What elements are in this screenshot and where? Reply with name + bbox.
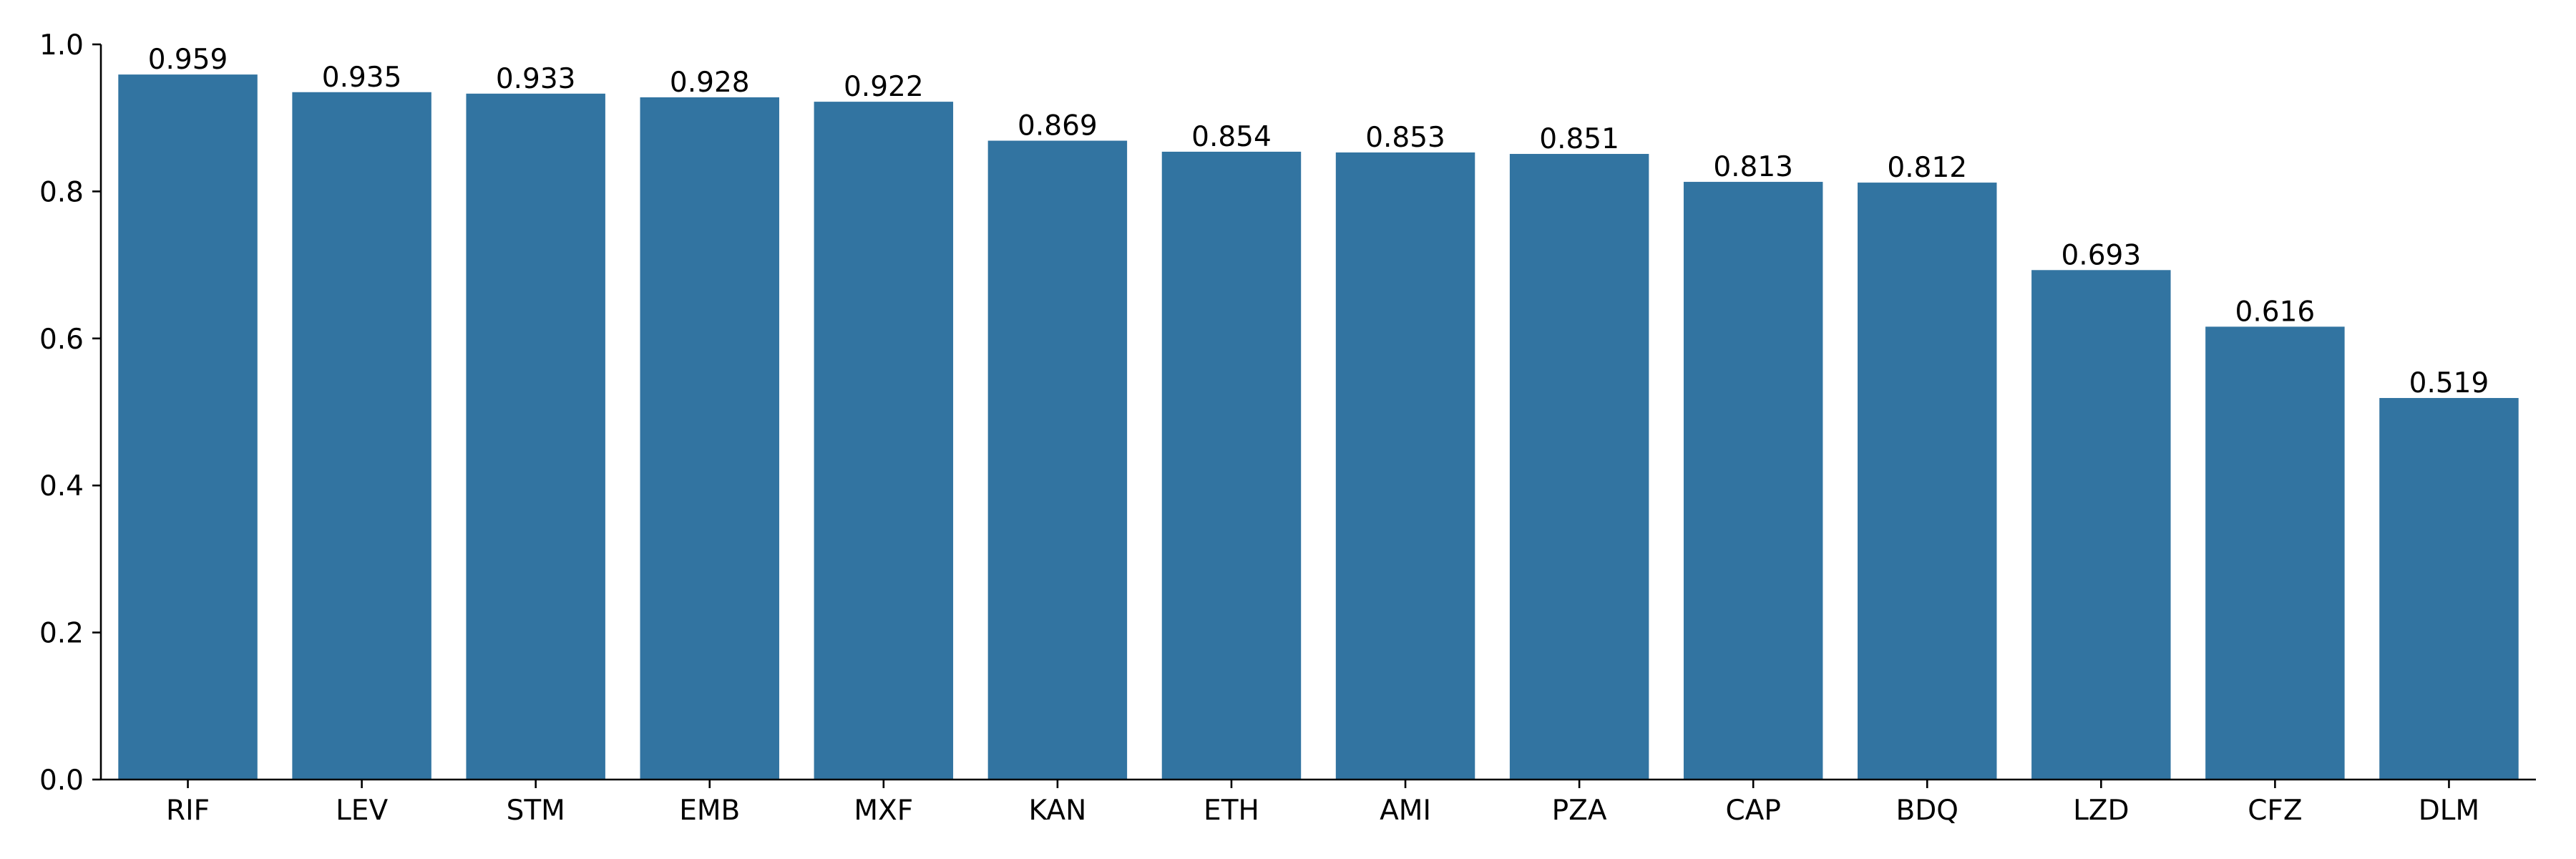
x-tick-label-stm: STM xyxy=(507,795,565,827)
bar-pza xyxy=(1509,154,1649,780)
data-label-dlm: 0.519 xyxy=(2409,367,2489,399)
axes-layer: RIF LEV STM EMB MXF KAN ETH AMI PZA CAP BDQ LZD CFZ D… xyxy=(39,29,2536,827)
data-label-ami: 0.853 xyxy=(1365,122,1445,154)
bar-stm xyxy=(466,93,605,780)
y-tick-label-4: 0.8 xyxy=(39,176,84,208)
data-label-cfz: 0.616 xyxy=(2235,296,2316,328)
x-tick-label-eth: ETH xyxy=(1204,795,1259,827)
x-tick-label-mxf: MXF xyxy=(854,795,913,827)
data-label-kan: 0.869 xyxy=(1018,110,1098,142)
x-tick-label-bdq: BDQ xyxy=(1896,795,1958,827)
y-tick-label-5: 1.0 xyxy=(39,29,84,62)
bar-emb xyxy=(640,97,779,780)
data-label-lzd: 0.693 xyxy=(2061,239,2141,271)
bar-mxf xyxy=(814,102,954,780)
x-tick-label-emb: EMB xyxy=(679,795,740,827)
data-label-eth: 0.854 xyxy=(1191,121,1272,153)
y-tick-label-0: 0.0 xyxy=(39,765,84,797)
y-tick-label-2: 0.4 xyxy=(39,470,84,503)
x-tick-label-rif: RIF xyxy=(166,795,210,827)
bar-cap xyxy=(1683,182,1823,780)
bar-rif xyxy=(118,74,258,780)
x-tick-label-kan: KAN xyxy=(1029,795,1087,827)
data-label-pza: 0.851 xyxy=(1539,123,1619,155)
data-label-mxf: 0.922 xyxy=(844,71,924,103)
data-label-emb: 0.928 xyxy=(670,67,750,99)
x-tick-label-ami: AMI xyxy=(1380,795,1431,827)
data-labels-layer: 0.959 0.935 0.933 0.928 0.922 0.869 0.854 0.853… xyxy=(148,44,2489,399)
bar-kan xyxy=(987,140,1128,780)
bar-lzd xyxy=(2031,270,2171,780)
x-tick-label-lzd: LZD xyxy=(2073,795,2129,827)
x-tick-label-pza: PZA xyxy=(1552,795,1607,827)
x-tick-label-dlm: DLM xyxy=(2419,795,2479,827)
data-label-cap: 0.813 xyxy=(1713,151,1793,183)
bar-bdq xyxy=(1858,183,1997,780)
bars-layer xyxy=(118,74,2519,780)
data-label-lev: 0.935 xyxy=(322,62,402,94)
bar-eth xyxy=(1161,151,1302,780)
x-tick-label-cfz: CFZ xyxy=(2248,795,2302,827)
data-label-bdq: 0.812 xyxy=(1887,152,1967,184)
y-tick-label-1: 0.2 xyxy=(39,618,84,650)
data-label-rif: 0.959 xyxy=(148,44,228,76)
data-label-stm: 0.933 xyxy=(496,63,576,95)
bar-cfz xyxy=(2205,326,2345,780)
x-tick-label-lev: LEV xyxy=(336,795,388,827)
bar-dlm xyxy=(2379,397,2519,780)
x-tick-label-cap: CAP xyxy=(1725,795,1780,827)
y-tick-label-3: 0.6 xyxy=(39,324,84,356)
bar-lev xyxy=(292,92,431,780)
bar-ami xyxy=(1335,152,1475,780)
